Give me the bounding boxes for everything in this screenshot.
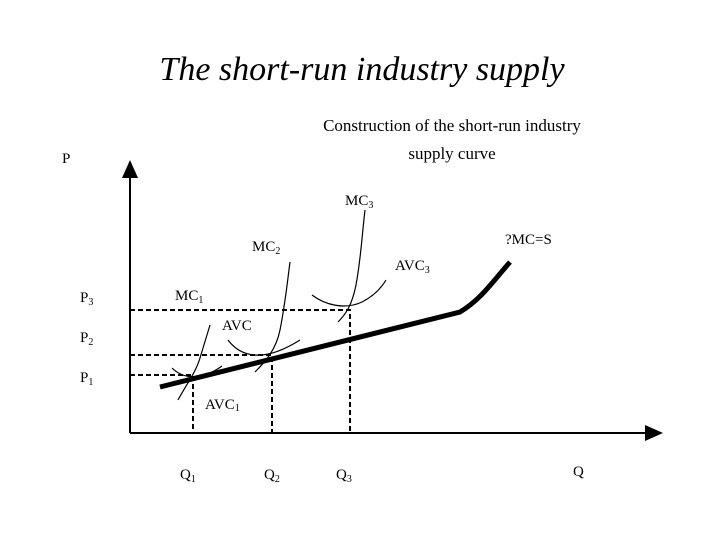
label: MC1: [175, 288, 203, 306]
label-text: MC: [345, 193, 368, 209]
label-text: AVC: [205, 397, 235, 413]
label-sub: 2: [275, 246, 280, 257]
label-sub: 2: [88, 337, 93, 348]
avc-curve: [227, 339, 301, 356]
label: P: [62, 151, 70, 167]
guide-p2: [130, 354, 273, 433]
guide-p3: [130, 309, 351, 433]
label: ?MC=S: [505, 232, 552, 248]
label-text: AVC: [222, 318, 252, 334]
label-sub: 2: [275, 474, 280, 485]
label-text: Q: [336, 467, 347, 483]
label: MC2: [252, 239, 280, 257]
label-sub: 1: [88, 377, 93, 388]
label-sub: 1: [198, 295, 203, 306]
label: Q3: [336, 467, 352, 485]
supply-curve: [159, 260, 512, 390]
mc3-curve: [337, 209, 366, 323]
label-text: Q: [573, 464, 584, 480]
label-sub: 1: [235, 403, 240, 414]
label-text: Q: [180, 467, 191, 483]
subtitle: Construction of the short-run industry: [323, 116, 581, 135]
label: AVC3: [395, 258, 430, 276]
label-sub: 1: [191, 474, 196, 485]
title: The short-run industry supply: [159, 51, 565, 88]
label: P2: [80, 330, 93, 348]
label-sub: 3: [88, 297, 93, 308]
mc1-curve: [177, 324, 211, 401]
label-text: AVC: [395, 258, 425, 274]
label-text: P: [80, 330, 88, 346]
label-text: Q: [264, 467, 275, 483]
label-text: MC: [175, 288, 198, 304]
label: MC3: [345, 193, 373, 211]
label-text: P: [80, 370, 88, 386]
label: AVC1: [205, 397, 240, 414]
label: Q2: [264, 467, 280, 485]
label: AVC: [222, 318, 252, 334]
avc3-curve: [311, 279, 387, 307]
guide-p1: [130, 374, 194, 433]
label: P3: [80, 290, 93, 308]
label-sub: 3: [347, 474, 352, 485]
label: Q1: [180, 467, 196, 485]
label-sub: 3: [425, 265, 430, 276]
label-text: ?MC=S: [505, 232, 552, 248]
label-sub: 3: [368, 200, 373, 211]
label-text: P: [80, 290, 88, 306]
label: Q: [573, 464, 584, 480]
label-text: P: [62, 151, 70, 167]
subtitle: supply curve: [408, 144, 495, 163]
label-text: MC: [252, 239, 275, 255]
label: P1: [80, 370, 93, 388]
